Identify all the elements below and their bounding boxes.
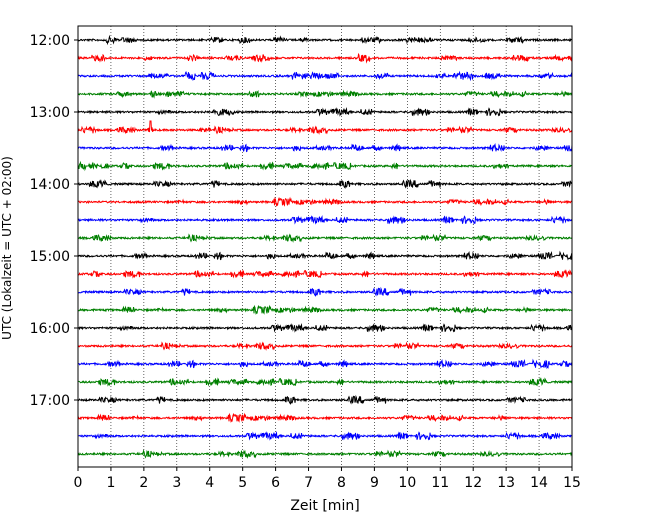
- x-tick-label: 9: [370, 475, 379, 491]
- trace-line: [77, 377, 573, 387]
- x-tick-label: 10: [398, 475, 416, 491]
- trace-line: [77, 215, 573, 225]
- x-tick-label: 13: [497, 475, 515, 491]
- y-axis-label: UTC (Lokalzeit = UTC + 02:00): [0, 156, 14, 340]
- trace-line: [77, 89, 573, 99]
- x-tick-label: 1: [106, 475, 115, 491]
- trace-line: [77, 107, 573, 117]
- y-tick-label: 13:00: [30, 105, 70, 121]
- x-tick-label: 6: [271, 475, 280, 491]
- x-tick-label: 15: [563, 475, 581, 491]
- x-tick-label: 7: [304, 475, 313, 491]
- trace-line: [77, 250, 573, 261]
- y-tick-label: 12:00: [30, 33, 70, 49]
- trace-line: [77, 449, 573, 459]
- trace-line: [77, 269, 573, 279]
- plot-frame: [77, 25, 573, 468]
- trace-line: [77, 52, 573, 64]
- trace-line: [77, 341, 573, 351]
- x-axis: 0 1 2 3 4 5 6 7 8 9 10 11 12 13 14 15: [74, 467, 581, 491]
- trace-line: [77, 160, 573, 172]
- trace-line: [77, 120, 573, 135]
- y-tick-label: 16:00: [30, 321, 70, 337]
- x-tick-label: 2: [139, 475, 148, 491]
- y-tick-label: 14:00: [30, 177, 70, 193]
- trace-line: [77, 178, 573, 189]
- y-tick-label: 17:00: [30, 393, 70, 409]
- trace-line: [77, 304, 573, 316]
- trace-line: [77, 70, 573, 82]
- x-tick-label: 12: [464, 475, 482, 491]
- trace-line: [77, 394, 573, 405]
- x-tick-label: 11: [431, 475, 449, 491]
- trace-line: [77, 196, 573, 208]
- y-axis: 12:00 13:00 14:00 15:00 16:00 17:00: [30, 33, 78, 409]
- trace-line: [77, 431, 573, 441]
- trace-line: [77, 143, 573, 153]
- x-tick-label: 5: [238, 475, 247, 491]
- x-tick-label: 8: [337, 475, 346, 491]
- x-tick-label: 14: [530, 475, 548, 491]
- y-tick-label: 15:00: [30, 249, 70, 265]
- x-tick-label: 0: [74, 475, 83, 491]
- trace-line: [77, 286, 573, 297]
- trace-line: [77, 34, 573, 46]
- trace-line: [77, 233, 573, 243]
- x-tick-label: 4: [205, 475, 214, 491]
- trace-line: [77, 412, 573, 424]
- trace-line: [77, 358, 573, 370]
- trace-line: [77, 323, 573, 333]
- x-tick-label: 3: [172, 475, 181, 491]
- traces-layer: [77, 34, 573, 459]
- x-axis-label: Zeit [min]: [290, 498, 359, 514]
